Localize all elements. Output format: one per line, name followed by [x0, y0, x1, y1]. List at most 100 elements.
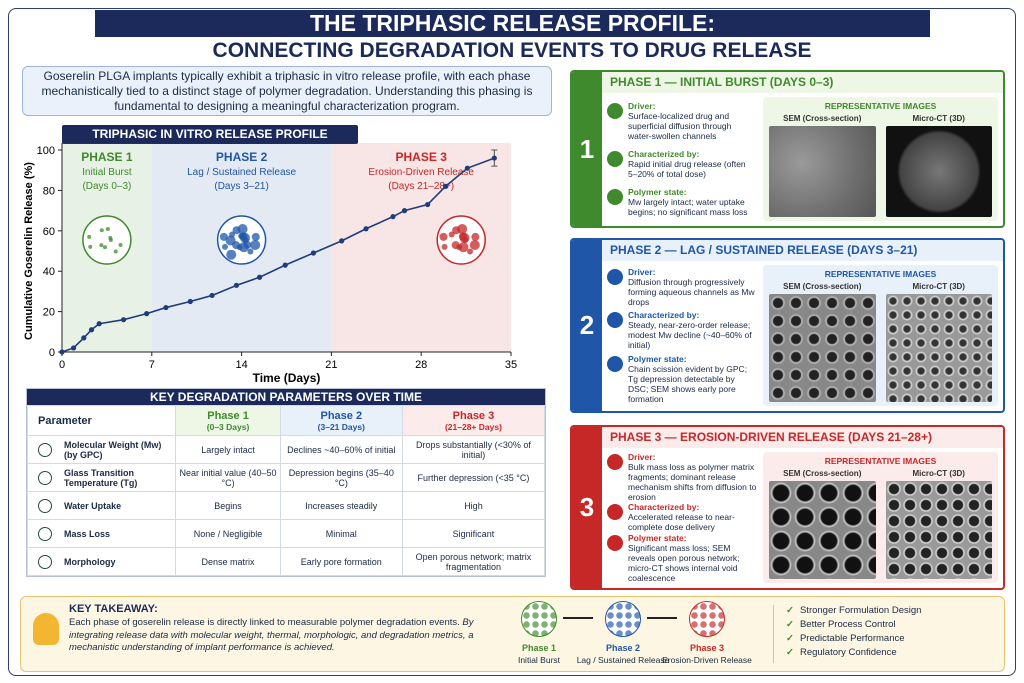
image-column: Micro-CT (3D) — [885, 114, 992, 217]
cell-text: None / Negligible — [193, 528, 263, 539]
parameter: Mass Loss — [26, 519, 177, 548]
table-row: Mass Loss None / Negligible Minimal Signifi… — [26, 519, 546, 548]
takeaway-plain: Each phase of goserelin release is direc… — [69, 617, 460, 628]
item-desc: Accelerated release to near-complete dos… — [628, 512, 735, 533]
icon-dot — [118, 242, 123, 247]
flow-arrow — [647, 617, 677, 619]
icon-dot — [102, 245, 107, 250]
header-text: Phase 2 — [320, 409, 363, 422]
data-point — [401, 208, 408, 214]
cell-text: Depression begins (35–40 °C) — [288, 467, 394, 488]
phase-number: 2 — [572, 240, 602, 411]
card-content: Driver: Diffusion through progressively f… — [602, 261, 1003, 411]
data-point — [464, 165, 470, 171]
cell-text: Morphology — [64, 556, 116, 567]
icon-dot — [251, 232, 260, 241]
phase-label: Lag / Sustained Release — [187, 167, 296, 178]
data-point — [88, 327, 95, 333]
phase-card-title: PHASE 3 — EROSION-DRIVEN RELEASE (DAYS 2… — [602, 427, 1003, 448]
header-sub: (0–3 Days) — [206, 421, 250, 432]
cell: Depression begins (35–40 °C) — [279, 463, 403, 492]
y-tick-label: 100 — [37, 145, 55, 157]
item-text: Polymer state: Mw largely intact; water u… — [628, 187, 757, 217]
header-row: Parameter Phase 1 (0–3 Days) Phase 2 (3–21 D… — [26, 405, 546, 436]
phase-icon — [82, 215, 132, 265]
item-text: Driver: Bulk mass loss as polymer matrix … — [628, 452, 757, 502]
icon-dot — [99, 243, 104, 248]
item-text: Characterized by: Accelerated release to … — [628, 502, 757, 532]
images-row: SEM (Cross-section) Micro-CT (3D) — [769, 469, 992, 579]
y-tick-label: 0 — [49, 347, 55, 359]
item-desc: Rapid initial drug release (often 5–20% … — [628, 159, 746, 179]
icon-dot — [88, 244, 93, 249]
cell: High — [401, 491, 546, 520]
data-point — [442, 183, 449, 189]
item-label: Driver: — [628, 101, 656, 111]
y-tick-label: 80 — [43, 185, 55, 197]
image — [885, 126, 992, 217]
item-label: Characterized by: — [628, 502, 700, 513]
items: Driver: Diffusion through progressively f… — [607, 265, 757, 406]
image-label: Micro-CT (3D) — [912, 469, 965, 478]
item: Driver: Bulk mass loss as polymer matrix … — [607, 452, 757, 502]
data-point — [187, 298, 193, 305]
image — [885, 481, 992, 579]
card-content: Driver: Surface-localized drug and superf… — [602, 93, 1003, 226]
cell-text: Increases steadily — [305, 500, 378, 511]
chart: TRIPHASIC IN VITRO RELEASE PROFILE PHASE … — [23, 125, 517, 385]
item-icon — [607, 454, 623, 471]
icon-dot — [469, 239, 480, 250]
item-label: Driver: — [628, 266, 656, 277]
table-row: Morphology Dense matrix Early pore formati… — [26, 547, 546, 576]
item-desc: Mw largely intact; water uptake begins; … — [628, 197, 748, 217]
x-tick-label: 7 — [149, 359, 155, 371]
cell: Begins — [175, 491, 281, 520]
check-mark: ✓ — [786, 633, 794, 644]
image — [769, 294, 876, 402]
cell: Increases steadily — [279, 491, 403, 520]
header-cell: Phase 3 (21–28+ Days) — [401, 405, 546, 436]
cell-text: Largely intact — [201, 444, 255, 455]
icon-dot — [439, 232, 448, 241]
flow-circle — [521, 601, 557, 637]
icon-dot — [87, 234, 92, 239]
cell: Declines ~40–60% of initial — [279, 435, 403, 464]
image — [885, 294, 992, 402]
phase-number: 1 — [572, 72, 602, 226]
bulb-icon — [33, 613, 59, 645]
phase-card: 1 PHASE 1 — INITIAL BURST (DAYS 0–3) Drive… — [570, 70, 1005, 228]
intro: Goserelin PLGA implants typically exhibi… — [22, 66, 552, 116]
cell-text: Glass Transition Temperature (Tg) — [64, 467, 138, 488]
header-text: Phase 3 — [452, 409, 495, 422]
cell: Dense matrix — [175, 547, 281, 576]
icon-dot — [471, 232, 480, 241]
cell-text: Molecular Weight (Mw) (by GPC) — [64, 439, 162, 460]
chart-title-band — [62, 125, 358, 144]
item-label: Polymer state: — [628, 187, 687, 197]
data-point — [96, 321, 102, 327]
image-label: Micro-CT (3D) — [912, 282, 965, 291]
data-point — [144, 311, 150, 317]
frame — [8, 8, 1016, 676]
item-desc: Bulk mass loss as polymer matrix fragmen… — [628, 462, 757, 503]
check-item: ✓ Better Process Control — [786, 618, 921, 632]
item-label: Characterized by: — [628, 149, 700, 159]
phase-card: 2 PHASE 2 — LAG / SUSTAINED RELEASE (DAYS… — [570, 238, 1005, 413]
cell: Early pore formation — [279, 547, 403, 576]
y-tick-label: 40 — [43, 266, 55, 278]
data-point — [256, 274, 263, 280]
check-text: Better Process Control — [799, 619, 896, 630]
flow-label: Lag / Sustained Release — [576, 655, 670, 665]
row-icon — [38, 499, 52, 513]
phase-number: 3 — [572, 427, 602, 588]
icon-dot — [458, 242, 469, 253]
icon-dot — [458, 232, 467, 241]
x-tick-label: 21 — [325, 359, 337, 371]
icon-dot — [452, 226, 461, 235]
item-text: Characterized by: Steady, near-zero-order… — [628, 310, 757, 350]
item-desc: Surface-localized drug and superficial d… — [628, 111, 732, 141]
phase-card-title: PHASE 2 — LAG / SUSTAINED RELEASE (DAYS … — [602, 240, 1003, 261]
header-sub: (3–21 Days) — [317, 421, 365, 432]
item-icon — [607, 151, 623, 167]
check-text: Predictable Performance — [799, 633, 905, 644]
